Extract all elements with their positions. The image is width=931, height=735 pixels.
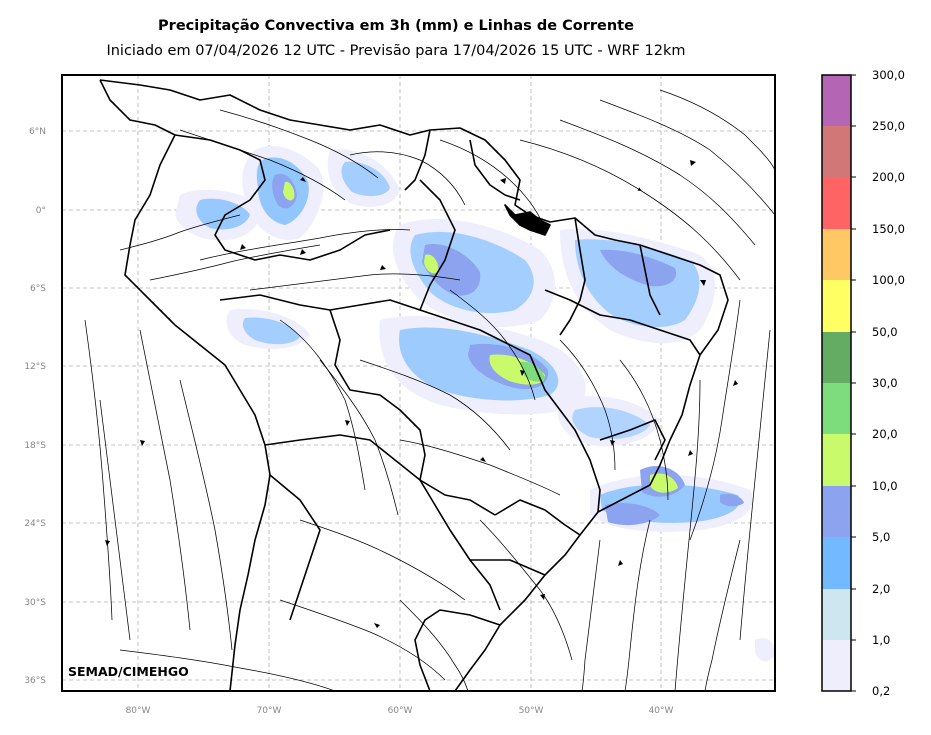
lat-label: 12°S xyxy=(24,362,46,372)
map-subtitle: Iniciado em 07/04/2026 12 UTC - Previsão… xyxy=(106,43,686,59)
lat-labels: 6°N 0° 6°S 12°S 18°S 24°S 30°S 36°S xyxy=(24,127,46,686)
colorbar-segment xyxy=(822,434,851,486)
colorbar-segment xyxy=(822,640,851,691)
colorbar-label: 250,0 xyxy=(872,119,905,133)
colorbar-segment xyxy=(822,486,851,537)
lat-label: 24°S xyxy=(24,519,46,529)
precipitation-field xyxy=(175,146,775,662)
colorbar-label: 50,0 xyxy=(872,325,898,339)
colorbar-label: 2,0 xyxy=(872,582,890,596)
colorbar-label: 30,0 xyxy=(872,376,898,390)
colorbar-label: 200,0 xyxy=(872,170,905,184)
map-frame xyxy=(61,74,776,692)
colorbar-segment xyxy=(822,229,851,280)
colorbar-segment xyxy=(822,332,851,383)
coastlines-and-borders xyxy=(99,79,729,691)
streamline-arrows xyxy=(105,160,738,628)
lon-label: 70°W xyxy=(257,706,282,716)
lat-label: 30°S xyxy=(24,598,46,608)
colorbar-label: 5,0 xyxy=(872,530,890,544)
colorbar-segment xyxy=(822,280,851,332)
colorbar-label: 10,0 xyxy=(872,479,898,493)
colorbar-segment xyxy=(822,126,851,177)
colorbar-segment xyxy=(822,589,851,640)
colorbar-segment xyxy=(822,75,851,126)
lat-label: 0° xyxy=(36,206,46,216)
colorbar-label: 150,0 xyxy=(872,222,905,236)
lat-label: 6°S xyxy=(30,284,46,294)
lon-label: 40°W xyxy=(649,706,674,716)
colorbar-label: 300,0 xyxy=(872,68,905,82)
colorbar-label: 20,0 xyxy=(872,427,898,441)
lon-label: 60°W xyxy=(388,706,413,716)
lat-label: 6°N xyxy=(29,127,46,137)
colorbar-segment xyxy=(822,383,851,434)
lon-label: 50°W xyxy=(519,706,544,716)
colorbar: 0,2 1,0 2,0 5,0 10,0 20,0 30,0 50,0 100,… xyxy=(821,68,905,698)
colorbar-segment xyxy=(822,537,851,589)
colorbar-label: 100,0 xyxy=(872,273,905,287)
map-title: Precipitação Convectiva em 3h (mm) e Lin… xyxy=(158,18,634,34)
colorbar-label: 0,2 xyxy=(872,684,890,698)
credit-label: SEMAD/CIMEHGO xyxy=(68,664,189,679)
lon-label: 80°W xyxy=(126,706,151,716)
lon-labels: 80°W 70°W 60°W 50°W 40°W xyxy=(126,706,674,716)
lat-label: 36°S xyxy=(24,676,46,686)
streamlines xyxy=(84,89,775,691)
lat-label: 18°S xyxy=(24,441,46,451)
colorbar-label: 1,0 xyxy=(872,633,890,647)
colorbar-segment xyxy=(822,177,851,229)
